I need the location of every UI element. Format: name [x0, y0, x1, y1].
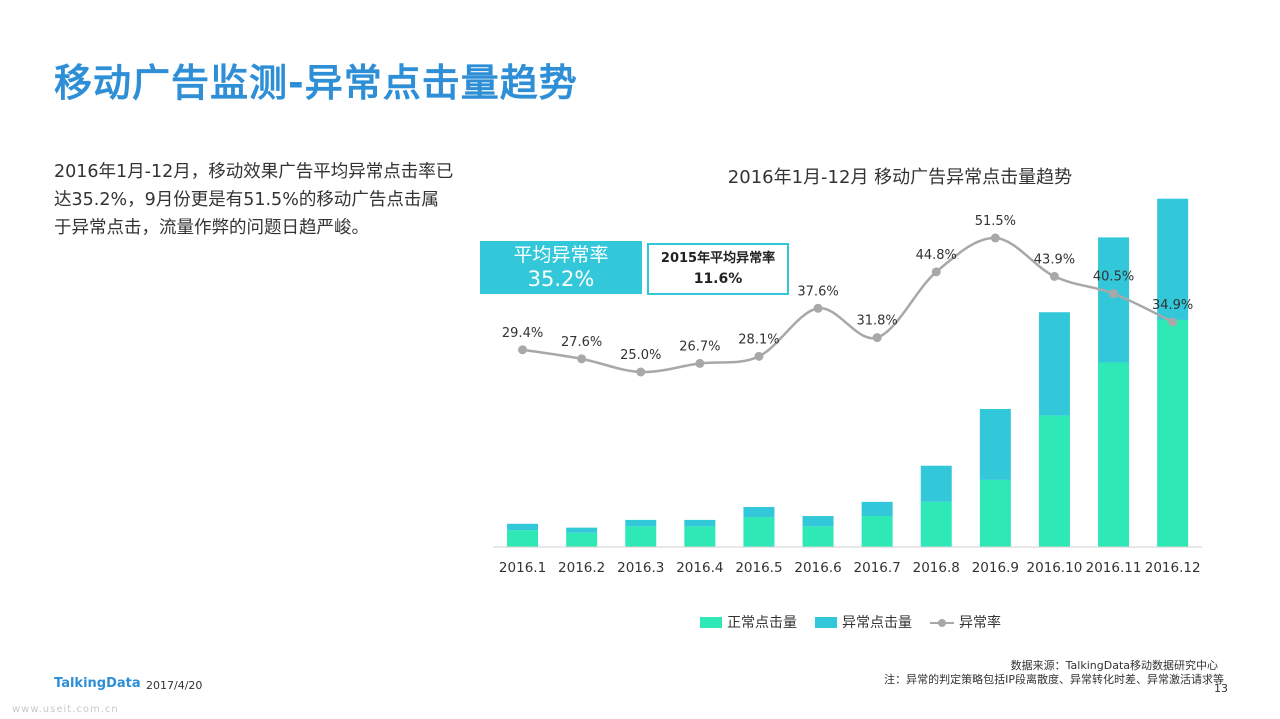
bar-abnormal [979, 408, 1011, 480]
rate-point [1109, 289, 1119, 299]
rate-label: 27.6% [561, 335, 602, 350]
rate-point [695, 358, 705, 368]
bar-normal [861, 516, 893, 547]
average-rate-box: 平均异常率 35.2% [480, 241, 642, 294]
legend-item-abnormal: 异常点击量 [815, 612, 912, 632]
bar-abnormal [861, 501, 893, 517]
rate-point [754, 351, 764, 361]
legend-item-rate: 异常率 [930, 612, 1001, 632]
bar-abnormal [1038, 312, 1070, 416]
chart-legend: 正常点击量 异常点击量 异常率 [700, 612, 1019, 632]
x-tick-label: 2016.9 [972, 560, 1019, 576]
rate-label: 51.5% [975, 214, 1016, 229]
x-tick-label: 2016.5 [735, 560, 782, 576]
x-tick-label: 2016.11 [1086, 560, 1142, 576]
watermark: www.useit.com.cn [12, 704, 119, 715]
bar-abnormal [802, 516, 834, 527]
x-tick-label: 2016.6 [794, 560, 841, 576]
bar-abnormal [507, 523, 539, 531]
chart-title: 2016年1月-12月 移动广告异常点击量趋势 [727, 167, 1073, 188]
footer-date: 2017/4/20 [146, 679, 203, 692]
rate-point [518, 345, 528, 355]
x-tick-label: 2016.12 [1145, 560, 1201, 576]
bar-abnormal [684, 519, 716, 527]
rate-label: 43.9% [1034, 252, 1075, 267]
legend-swatch-rate [930, 617, 954, 628]
legend-swatch-normal [700, 616, 722, 628]
bar-normal [1098, 362, 1130, 547]
x-tick-label: 2016.7 [854, 560, 901, 576]
rate-label: 29.4% [502, 326, 543, 341]
bar-normal [507, 530, 539, 547]
bar-normal [920, 501, 952, 547]
rate-label: 31.8% [856, 314, 897, 329]
bar-normal [979, 479, 1011, 547]
data-source: 数据来源：TalkingData移动数据研究中心 [1010, 659, 1218, 672]
rate-point [1168, 317, 1178, 327]
rate-2015-value: 11.6% [693, 271, 743, 287]
bar-normal [566, 532, 598, 547]
intro-text: 2016年1月-12月，移动效果广告平均异常点击率已达35.2%，9月份更是有5… [54, 162, 454, 238]
bar-normal [625, 526, 657, 547]
rate-point [577, 354, 587, 364]
legend-label-rate: 异常率 [959, 615, 1001, 631]
rate-label: 40.5% [1093, 270, 1134, 285]
legend-item-normal: 正常点击量 [700, 612, 797, 632]
bar-abnormal [920, 465, 952, 502]
x-tick-label: 2016.4 [676, 560, 723, 576]
legend-swatch-abnormal [815, 616, 837, 628]
legend-label-normal: 正常点击量 [727, 615, 797, 631]
rate-label: 37.6% [797, 284, 838, 299]
rate-point [636, 367, 646, 377]
bar-normal [802, 526, 834, 547]
footnote: 注：异常的判定策略包括IP段离散度、异常转化时差、异常激活请求等 [884, 673, 1224, 686]
rate-label: 25.0% [620, 348, 661, 363]
rate-2015-box: 2015年平均异常率 11.6% [647, 243, 789, 295]
page-number: 13 [1214, 682, 1228, 695]
legend-label-abnormal: 异常点击量 [842, 615, 912, 631]
bar-abnormal [743, 507, 775, 518]
rate-label: 34.9% [1152, 298, 1193, 313]
page-title: 移动广告监测-异常点击量趋势 [54, 61, 578, 105]
rate-point [931, 267, 941, 277]
bar-abnormal [625, 519, 657, 527]
bar-normal [684, 526, 716, 547]
bar-abnormal [566, 527, 598, 533]
rate-point [872, 333, 882, 343]
bar-normal [743, 517, 775, 547]
bar-normal [1157, 319, 1189, 547]
x-tick-label: 2016.3 [617, 560, 664, 576]
talkingdata-logo: TalkingData [54, 676, 141, 691]
x-tick-label: 2016.1 [499, 560, 546, 576]
rate-point [1049, 271, 1059, 281]
rate-2015-label: 2015年平均异常率 [660, 251, 776, 266]
x-tick-label: 2016.2 [558, 560, 605, 576]
bar-abnormal [1098, 237, 1130, 363]
average-rate-label: 平均异常率 [513, 244, 609, 266]
x-tick-label: 2016.10 [1027, 560, 1083, 576]
rate-point [990, 233, 1000, 243]
rate-point [813, 303, 823, 313]
bar-normal [1038, 415, 1070, 547]
x-tick-label: 2016.8 [913, 560, 960, 576]
average-rate-value: 35.2% [527, 267, 595, 291]
rate-label: 28.1% [738, 332, 779, 347]
rate-label: 26.7% [679, 339, 720, 354]
rate-label: 44.8% [916, 248, 957, 263]
bar-abnormal [1157, 198, 1189, 320]
